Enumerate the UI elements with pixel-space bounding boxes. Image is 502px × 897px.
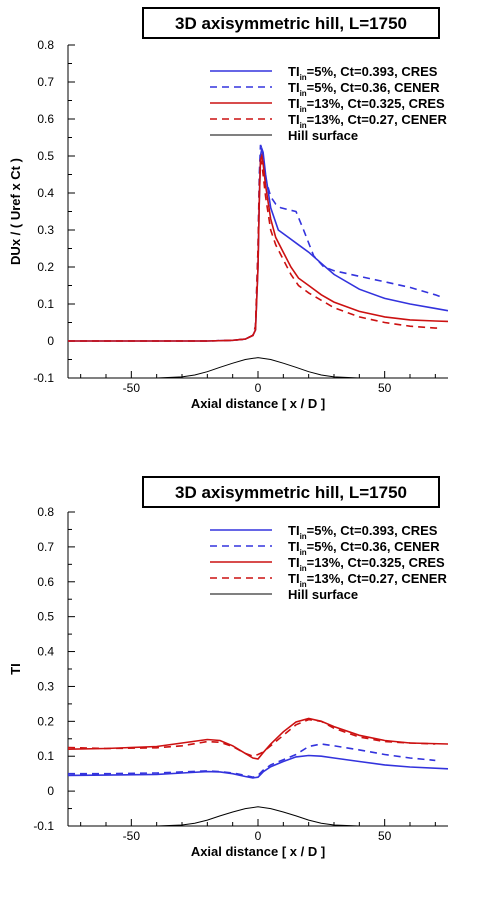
x-tick-label: 0 <box>255 829 262 843</box>
y-tick-label: 0.4 <box>37 645 54 659</box>
y-tick-label: 0.1 <box>37 297 54 311</box>
legend-label: TIin=5%, Ct=0.36, CENER <box>288 539 440 557</box>
x-tick-label: -50 <box>123 381 141 395</box>
y-tick-label: 0.4 <box>37 186 54 200</box>
series-line-2 <box>68 717 448 760</box>
x-axis-title: Axial distance [ x / D ] <box>191 844 325 859</box>
legend-label: TIin=13%, Ct=0.27, CENER <box>288 112 447 130</box>
legend-label: TIin=13%, Ct=0.325, CRES <box>288 555 445 573</box>
y-tick-label: -0.1 <box>33 371 54 385</box>
x-tick-label: 50 <box>378 381 392 395</box>
x-tick-label: 50 <box>378 829 392 843</box>
title-box <box>142 7 440 39</box>
x-tick-label: 0 <box>255 381 262 395</box>
y-tick-label: 0.8 <box>37 505 54 519</box>
x-tick-label: -50 <box>123 829 141 843</box>
y-tick-label: 0 <box>47 784 54 798</box>
y-tick-label: -0.1 <box>33 819 54 833</box>
y-tick-label: 0.2 <box>37 260 54 274</box>
y-tick-label: 0.7 <box>37 540 54 554</box>
legend-label: TIin=5%, Ct=0.36, CENER <box>288 80 440 98</box>
legend-label: Hill surface <box>288 587 358 602</box>
y-tick-label: 0.5 <box>37 610 54 624</box>
legend-label: TIin=13%, Ct=0.325, CRES <box>288 96 445 114</box>
series-line-0 <box>68 754 448 779</box>
series-line-4 <box>68 357 448 378</box>
y-tick-label: 0.1 <box>37 749 54 763</box>
series-line-1 <box>68 743 436 779</box>
legend-label: Hill surface <box>288 128 358 143</box>
y-tick-label: 0.8 <box>37 38 54 52</box>
legend-label: TIin=5%, Ct=0.393, CRES <box>288 523 438 541</box>
series-line-4 <box>68 806 448 826</box>
series-line-2 <box>68 152 448 342</box>
y-tick-label: 0.2 <box>37 714 54 728</box>
y-tick-label: 0.6 <box>37 112 54 126</box>
series-line-3 <box>68 159 441 342</box>
y-tick-label: 0.6 <box>37 575 54 589</box>
series-line-3 <box>68 718 436 758</box>
chart-panel-ti: 3D axisymmetric hill, L=1750 -0.1 0 0.1 0.2 0… <box>8 476 448 859</box>
y-tick-label: 0 <box>47 334 54 348</box>
chart-title: 3D axisymmetric hill, L=1750 <box>175 14 407 33</box>
title-box <box>142 476 440 508</box>
series-line-1 <box>68 144 441 342</box>
x-axis-title: Axial distance [ x / D ] <box>191 396 325 411</box>
chart-title: 3D axisymmetric hill, L=1750 <box>175 483 407 502</box>
y-tick-label: 0.7 <box>37 75 54 89</box>
legend-label: TIin=5%, Ct=0.393, CRES <box>288 64 438 82</box>
y-axis-title: TI <box>8 663 23 675</box>
y-tick-label: 0.3 <box>37 223 54 237</box>
y-axis-title: DUx / ( Uref x Ct ) <box>8 158 23 265</box>
legend-label: TIin=13%, Ct=0.27, CENER <box>288 571 447 589</box>
y-tick-label: 0.3 <box>37 679 54 693</box>
chart-panel-duz: 3D axisymmetric hill, L=1750 -0.1 0 0.1 0.2 0… <box>8 7 448 411</box>
y-tick-label: 0.5 <box>37 149 54 163</box>
